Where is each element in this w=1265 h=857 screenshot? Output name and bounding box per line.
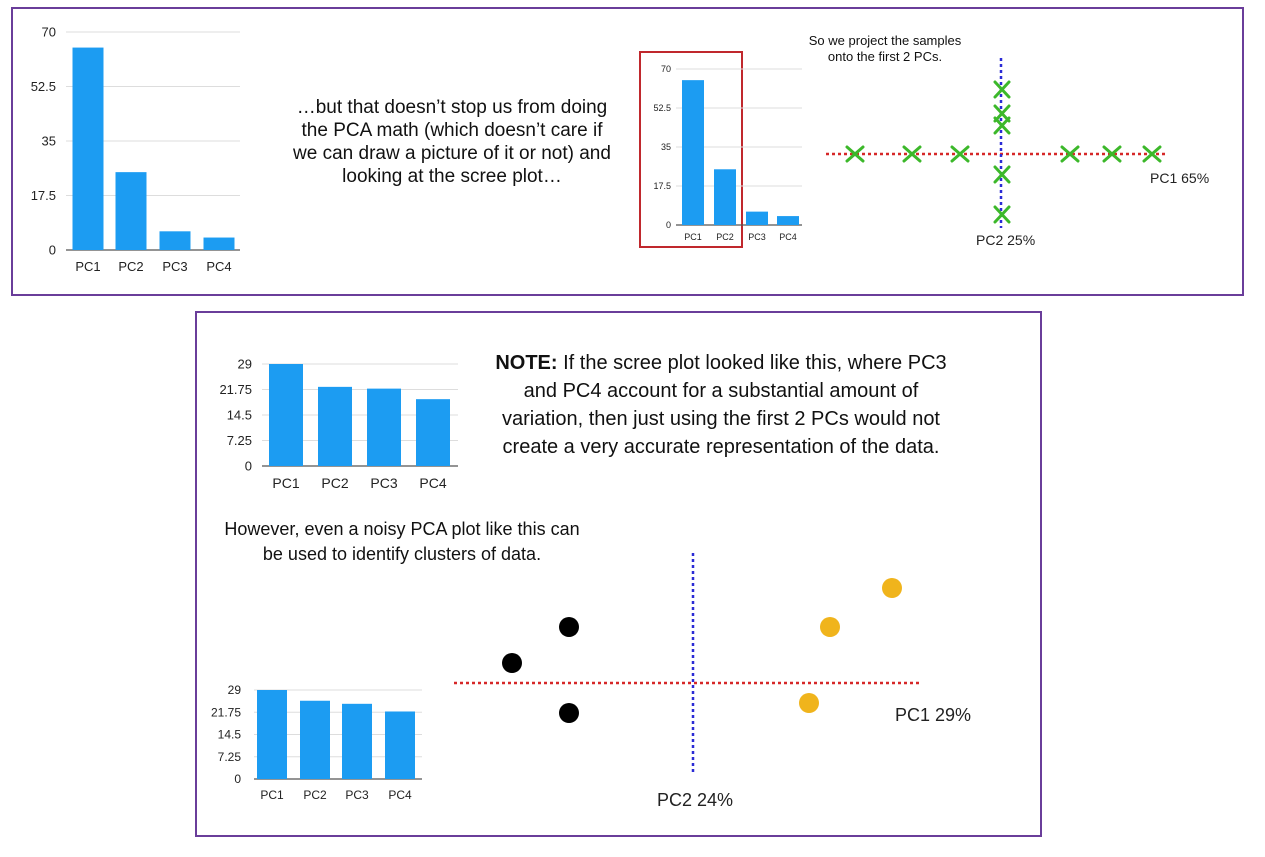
bar-pc1 [682, 80, 704, 226]
y-tick-label: 52.5 [31, 79, 56, 94]
category-label: PC3 [162, 259, 187, 274]
y-tick-label: 70 [42, 25, 56, 40]
bar-pc4 [777, 216, 799, 225]
scree-caption: …but that doesn’t stop us from doing the… [293, 97, 611, 187]
category-label: PC4 [419, 475, 446, 491]
category-label: PC2 [303, 788, 327, 802]
pc2-label: PC2 24% [657, 790, 733, 810]
pc1-label: PC1 65% [1150, 170, 1209, 186]
cross-mark-icon [845, 80, 1162, 224]
bar-pc3 [367, 388, 401, 466]
bar-pc2 [318, 386, 352, 466]
cluster-point-black [559, 617, 579, 637]
cluster-caption: However, even a noisy PCA plot like this… [224, 519, 580, 564]
category-label: PC4 [206, 259, 231, 274]
pc1-label: PC1 29% [895, 705, 971, 725]
bar-pc1 [257, 690, 287, 779]
bar-pc4 [203, 237, 235, 250]
y-tick-label: 70 [661, 64, 671, 74]
y-tick-label: 52.5 [653, 103, 671, 113]
category-label: PC2 [118, 259, 143, 274]
pc2-label: PC2 25% [976, 232, 1035, 248]
y-tick-label: 7.25 [218, 750, 242, 764]
y-tick-label: 14.5 [218, 728, 242, 742]
note-text: NOTE: If the scree plot looked like this… [488, 349, 954, 461]
bar-pc1 [72, 47, 104, 251]
category-label: PC1 [260, 788, 284, 802]
cluster-point-gold [882, 578, 902, 598]
category-label: PC2 [321, 475, 348, 491]
category-label: PC4 [388, 788, 412, 802]
category-label: PC1 [684, 232, 702, 242]
bar-pc2 [714, 169, 736, 225]
category-label: PC1 [75, 259, 100, 274]
y-tick-label: 21.75 [219, 382, 252, 397]
y-tick-label: 0 [666, 220, 671, 230]
cluster-point-gold [820, 617, 840, 637]
bar-pc3 [746, 211, 768, 225]
cluster-point-black [559, 703, 579, 723]
y-tick-label: 14.5 [227, 408, 252, 423]
category-label: PC3 [370, 475, 397, 491]
bar-pc2 [115, 172, 147, 250]
bar-pc4 [416, 399, 450, 466]
y-tick-label: 0 [49, 243, 56, 258]
y-tick-label: 0 [234, 772, 241, 786]
category-label: PC3 [345, 788, 369, 802]
y-tick-label: 29 [238, 357, 252, 372]
note-body: If the scree plot looked like this, wher… [501, 352, 947, 458]
y-tick-label: 17.5 [31, 188, 56, 203]
cluster-point-black [502, 653, 522, 673]
y-tick-label: 7.25 [227, 433, 252, 448]
projection-caption: So we project the samples onto the first… [808, 33, 962, 64]
y-tick-label: 35 [42, 134, 56, 149]
y-tick-label: 17.5 [653, 181, 671, 191]
category-label: PC3 [748, 232, 766, 242]
y-tick-label: 35 [661, 142, 671, 152]
bar-pc3 [159, 231, 191, 250]
note-label: NOTE: [495, 352, 558, 374]
y-tick-label: 0 [245, 459, 252, 474]
scree-highlight-box [639, 51, 743, 248]
bar-pc3 [342, 703, 372, 779]
category-label: PC2 [716, 232, 734, 242]
bar-pc1 [269, 364, 303, 466]
category-label: PC1 [272, 475, 299, 491]
cluster-point-gold [799, 693, 819, 713]
bar-pc4 [385, 711, 415, 779]
y-tick-label: 21.75 [211, 705, 241, 719]
bar-pc2 [300, 700, 330, 779]
category-label: PC4 [779, 232, 797, 242]
y-tick-label: 29 [228, 683, 242, 697]
